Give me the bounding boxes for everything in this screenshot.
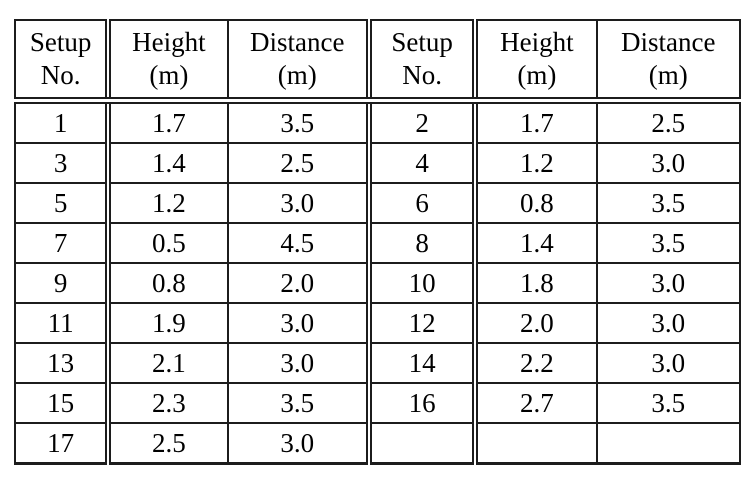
cell-distance: 3.0 [595, 142, 742, 184]
cell-setup-no: 4 [367, 142, 479, 184]
cell-height: 1.4 [474, 222, 598, 264]
cell-height: 1.7 [474, 99, 598, 144]
table-row: 15 2.3 3.5 16 2.7 3.5 [13, 382, 742, 424]
cell-setup-no [367, 422, 479, 465]
cell-setup-no: 7 [13, 222, 112, 264]
cell-setup-no: 10 [367, 262, 479, 304]
table-header: Setup No. Height (m) Distance (m) Setup … [13, 19, 742, 104]
cell-distance: 3.5 [226, 382, 372, 424]
cell-height: 2.0 [474, 302, 598, 344]
cell-distance: 3.5 [595, 382, 742, 424]
cell-setup-no: 5 [13, 182, 112, 224]
cell-setup-no: 1 [13, 99, 112, 144]
cell-distance: 3.0 [595, 342, 742, 384]
cell-height: 1.8 [474, 262, 598, 304]
header-distance-right: Distance (m) [595, 19, 742, 104]
header-unit: (m) [277, 60, 317, 90]
cell-distance: 3.0 [595, 262, 742, 304]
header-label: Distance [250, 27, 345, 58]
cell-setup-no: 3 [13, 142, 112, 184]
header-unit: No. [402, 60, 442, 90]
cell-height: 2.2 [474, 342, 598, 384]
cell-setup-no: 6 [367, 182, 479, 224]
table-row: 17 2.5 3.0 [13, 422, 742, 465]
cell-distance: 3.0 [226, 182, 372, 224]
cell-distance: 3.5 [595, 222, 742, 264]
cell-height [474, 422, 598, 465]
header-height-right: Height (m) [474, 19, 598, 104]
header-label: Height [132, 27, 206, 58]
table-body: 1 1.7 3.5 2 1.7 2.5 3 1.4 2.5 4 1.2 3.0 … [13, 99, 742, 465]
cell-setup-no: 16 [367, 382, 479, 424]
cell-height: 2.3 [107, 382, 229, 424]
cell-distance: 3.5 [226, 99, 372, 144]
cell-height: 0.8 [474, 182, 598, 224]
table-row: 1 1.7 3.5 2 1.7 2.5 [13, 99, 742, 144]
header-setup-no-left: Setup No. [13, 19, 112, 104]
setup-measurements-table: Setup No. Height (m) Distance (m) Setup … [13, 19, 742, 465]
cell-height: 2.7 [474, 382, 598, 424]
cell-height: 0.8 [107, 262, 229, 304]
cell-setup-no: 9 [13, 262, 112, 304]
header-unit: (m) [648, 60, 688, 90]
table-row: 3 1.4 2.5 4 1.2 3.0 [13, 142, 742, 184]
cell-setup-no: 8 [367, 222, 479, 264]
header-label: Setup [29, 27, 92, 58]
cell-setup-no: 2 [367, 99, 479, 144]
table-row: 7 0.5 4.5 8 1.4 3.5 [13, 222, 742, 264]
cell-distance: 3.0 [595, 302, 742, 344]
table-row: 11 1.9 3.0 12 2.0 3.0 [13, 302, 742, 344]
cell-distance: 2.0 [226, 262, 372, 304]
cell-distance: 3.5 [595, 182, 742, 224]
cell-distance [595, 422, 742, 465]
header-height-left: Height (m) [107, 19, 229, 104]
cell-distance: 3.0 [226, 422, 372, 465]
cell-height: 1.9 [107, 302, 229, 344]
cell-setup-no: 14 [367, 342, 479, 384]
table-row: 5 1.2 3.0 6 0.8 3.5 [13, 182, 742, 224]
cell-distance: 2.5 [595, 99, 742, 144]
cell-height: 1.2 [474, 142, 598, 184]
cell-distance: 4.5 [226, 222, 372, 264]
header-setup-no-right: Setup No. [367, 19, 479, 104]
cell-setup-no: 17 [13, 422, 112, 465]
cell-height: 2.5 [107, 422, 229, 465]
table-row: 13 2.1 3.0 14 2.2 3.0 [13, 342, 742, 384]
header-row: Setup No. Height (m) Distance (m) Setup … [13, 19, 742, 104]
cell-setup-no: 12 [367, 302, 479, 344]
header-label: Distance [621, 27, 716, 58]
header-unit: No. [40, 60, 81, 90]
cell-distance: 3.0 [226, 342, 372, 384]
cell-setup-no: 13 [13, 342, 112, 384]
cell-height: 0.5 [107, 222, 229, 264]
cell-setup-no: 11 [13, 302, 112, 344]
header-label: Setup [391, 27, 453, 58]
table-row: 9 0.8 2.0 10 1.8 3.0 [13, 262, 742, 304]
cell-height: 1.4 [107, 142, 229, 184]
header-unit: (m) [149, 60, 189, 90]
cell-height: 1.7 [107, 99, 229, 144]
cell-distance: 2.5 [226, 142, 372, 184]
header-distance-left: Distance (m) [226, 19, 372, 104]
header-unit: (m) [517, 60, 557, 90]
cell-setup-no: 15 [13, 382, 112, 424]
header-label: Height [500, 27, 574, 58]
cell-height: 1.2 [107, 182, 229, 224]
cell-distance: 3.0 [226, 302, 372, 344]
cell-height: 2.1 [107, 342, 229, 384]
